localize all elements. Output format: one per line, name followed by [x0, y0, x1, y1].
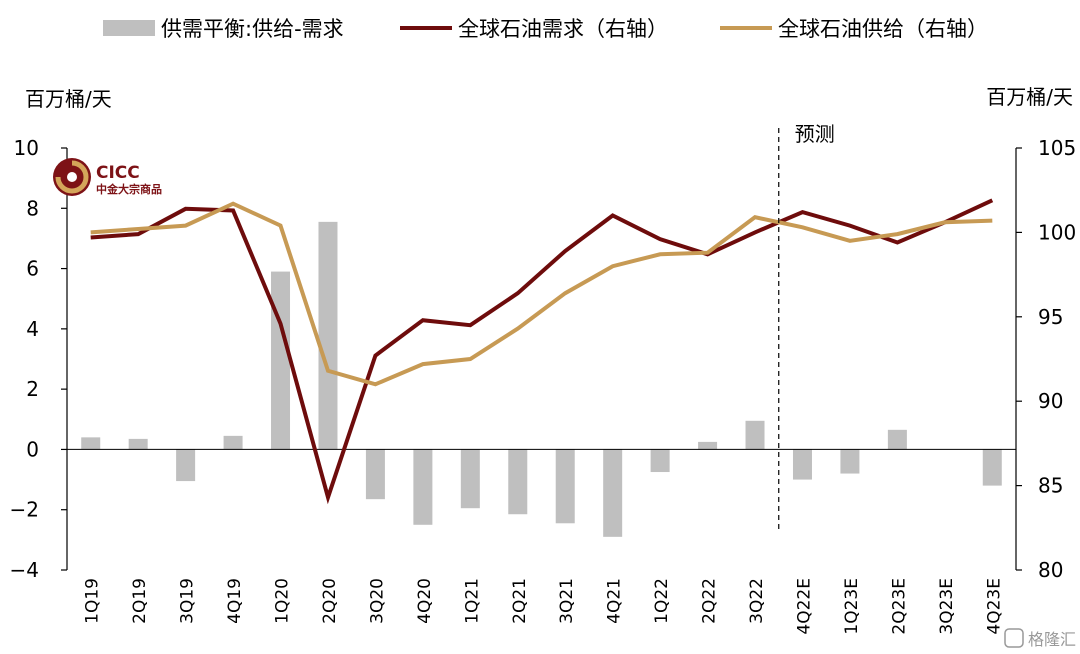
left-tick-label: 4 [26, 317, 39, 341]
x-tick-label: 3Q22 [747, 578, 767, 624]
x-tick-label: 3Q21 [557, 578, 577, 624]
right-tick-label: 80 [1038, 558, 1063, 582]
left-axis-unit-label: 百万桶/天 [25, 87, 112, 111]
legend-bar-label: 供需平衡:供给-需求 [161, 17, 344, 41]
x-tick-label: 4Q19 [225, 578, 245, 624]
x-tick-label: 1Q23E [842, 578, 862, 635]
bar-4Q21 [603, 449, 623, 537]
line-series [90, 198, 994, 505]
x-tick-label: 3Q19 [178, 578, 198, 624]
x-tick-label: 1Q21 [462, 578, 482, 624]
bar-2Q21 [508, 449, 528, 515]
left-tick-label: 0 [26, 437, 39, 461]
bar-3Q22 [745, 420, 765, 450]
x-tick-label: 1Q20 [273, 578, 293, 624]
right-tick-label: 105 [1038, 136, 1076, 160]
x-tick-label: 3Q20 [367, 578, 387, 624]
bar-1Q22 [650, 449, 670, 473]
bar-4Q19 [223, 435, 243, 450]
bar-2Q23E [887, 429, 907, 450]
logo-name: CICC [96, 163, 140, 183]
bar-2Q22 [698, 441, 718, 450]
left-tick-label: 2 [26, 377, 39, 401]
x-tick-label: 2Q19 [130, 578, 150, 624]
watermark: 格隆汇 [1004, 628, 1076, 649]
left-tick-label: −2 [10, 498, 39, 522]
bar-series [81, 221, 1002, 537]
demand-line [90, 198, 994, 505]
x-tick-label: 4Q20 [415, 578, 435, 624]
legend-supply-label: 全球石油供给（右轴） [778, 17, 988, 41]
supply-line [90, 201, 993, 387]
bar-1Q19 [81, 437, 101, 450]
x-tick-label: 3Q23E [937, 578, 957, 635]
logo-subtitle: 中金大宗商品 [96, 182, 162, 196]
bar-3Q20 [365, 449, 385, 500]
left-axis-ticks: −4 −2 0 2 4 6 8 10 [10, 136, 67, 582]
legend: 供需平衡:供给-需求 全球石油需求（右轴） 全球石油供给（右轴） [103, 17, 988, 41]
right-axis-unit-label: 百万桶/天 [986, 85, 1073, 109]
bar-3Q21 [555, 449, 575, 524]
watermark-text: 格隆汇 [1028, 630, 1076, 649]
forecast-label: 预测 [795, 122, 835, 146]
watermark-icon [1004, 628, 1024, 648]
logo-dot-icon [67, 172, 77, 182]
x-tick-label: 4Q21 [605, 578, 625, 624]
legend-bar-swatch [103, 20, 155, 36]
x-tick-label: 2Q23E [889, 578, 909, 635]
x-axis-ticks: 1Q19 2Q19 3Q19 4Q19 1Q20 2Q20 3Q20 4Q20 1Q21 2Q21… [83, 578, 1005, 635]
left-tick-label: 10 [14, 136, 39, 160]
legend-demand-label: 全球石油需求（右轴） [458, 17, 668, 41]
x-tick-label: 1Q22 [652, 578, 672, 624]
right-tick-label: 95 [1038, 305, 1063, 329]
left-tick-label: 6 [26, 257, 39, 281]
bar-3Q19 [176, 449, 196, 482]
bar-2Q19 [128, 438, 148, 450]
left-tick-label: −4 [10, 558, 39, 582]
right-tick-label: 90 [1038, 389, 1063, 413]
x-tick-label: 1Q19 [83, 578, 103, 624]
x-tick-label: 2Q22 [700, 578, 720, 624]
bar-1Q23E [840, 449, 860, 474]
x-tick-label: 2Q21 [510, 578, 530, 624]
right-tick-label: 85 [1038, 474, 1063, 498]
left-tick-label: 8 [26, 196, 39, 220]
bar-4Q22E [792, 449, 812, 480]
right-tick-label: 100 [1038, 220, 1076, 244]
bar-4Q20 [413, 449, 433, 525]
cicc-logo: CICC 中金大宗商品 [53, 158, 162, 196]
x-tick-label: 4Q22E [794, 578, 814, 635]
x-tick-label: 2Q20 [320, 578, 340, 624]
bar-1Q20 [271, 271, 291, 450]
bar-4Q23E [982, 449, 1002, 486]
right-axis-ticks: 80 85 90 95 100 105 [1016, 136, 1076, 582]
x-tick-label: 4Q23E [984, 578, 1004, 635]
bar-1Q21 [460, 449, 480, 509]
logo-arc-icon [55, 160, 89, 194]
bar-2Q20 [318, 221, 338, 450]
